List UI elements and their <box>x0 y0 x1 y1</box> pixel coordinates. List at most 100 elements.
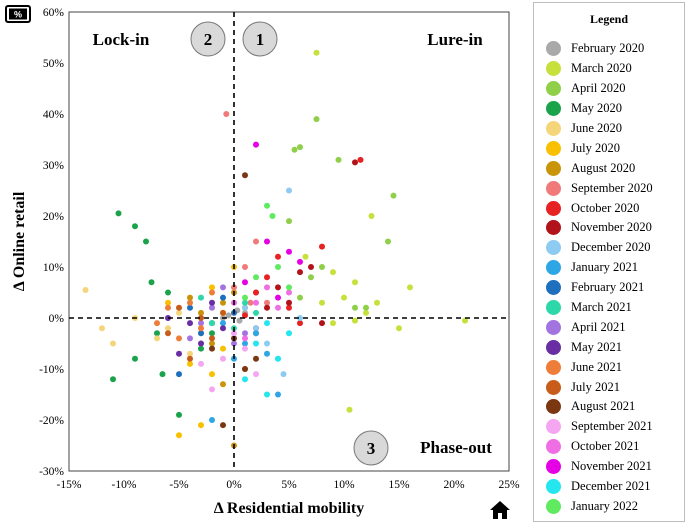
data-point <box>308 274 314 281</box>
legend-item: April 2020 <box>546 79 653 99</box>
data-point <box>286 289 292 296</box>
data-point <box>220 422 226 429</box>
legend-swatch <box>546 439 561 455</box>
legend-label: September 2021 <box>571 419 653 434</box>
data-point <box>275 264 281 270</box>
data-point <box>242 294 248 301</box>
legend-label: May 2021 <box>571 339 623 354</box>
data-point <box>253 371 259 378</box>
data-point <box>242 279 248 286</box>
data-point <box>253 330 259 337</box>
legend-label: February 2020 <box>571 41 645 56</box>
data-point <box>231 284 237 291</box>
data-point <box>275 253 281 260</box>
legend-swatch <box>546 459 561 475</box>
legend-swatch <box>546 419 561 435</box>
data-point <box>280 371 287 378</box>
legend-swatch <box>546 479 561 495</box>
data-point <box>242 172 248 179</box>
legend-item: March 2021 <box>546 298 653 318</box>
y-axis-label: Δ Online retail <box>11 191 28 291</box>
data-point <box>264 350 270 357</box>
x-tick-label: 0% <box>226 479 242 491</box>
data-point <box>462 317 468 324</box>
data-point <box>198 330 204 337</box>
home-icon[interactable] <box>489 500 511 520</box>
quadrant-badge-2 <box>190 21 226 57</box>
data-point <box>302 253 309 260</box>
data-point <box>209 304 215 311</box>
y-tick-label: -30% <box>39 466 64 478</box>
x-tick-label: 15% <box>388 479 410 491</box>
quadrant-badge-2-number: 2 <box>204 30 213 49</box>
data-point <box>313 49 320 56</box>
legend-label: January 2022 <box>571 498 638 513</box>
data-point <box>209 371 215 378</box>
data-point <box>154 320 160 327</box>
legend-item: February 2021 <box>546 278 653 298</box>
data-point <box>253 238 259 245</box>
data-point <box>242 340 248 347</box>
data-point <box>220 381 226 388</box>
legend-item: February 2020 <box>546 39 653 59</box>
data-point <box>242 335 248 342</box>
data-point <box>176 411 182 418</box>
quadrant-badge-3 <box>353 430 389 466</box>
data-point <box>198 320 204 327</box>
legend-label: October 2021 <box>571 439 640 454</box>
data-point <box>187 360 193 367</box>
legend-item: April 2021 <box>546 317 653 337</box>
legend-swatch <box>546 240 561 256</box>
data-point <box>165 325 171 332</box>
data-point <box>264 284 270 291</box>
legend-label: April 2021 <box>571 319 626 334</box>
data-point <box>176 304 182 311</box>
data-point <box>165 289 171 296</box>
data-point <box>286 330 292 337</box>
legend-swatch <box>546 121 561 136</box>
data-point <box>242 345 248 352</box>
data-point <box>187 294 193 301</box>
data-point <box>242 264 248 270</box>
legend-item: August 2021 <box>546 397 653 417</box>
legend-item: July 2020 <box>546 138 653 158</box>
x-tick-label: 10% <box>333 479 355 491</box>
data-point <box>187 335 193 342</box>
data-point <box>132 223 138 230</box>
data-point <box>187 304 193 311</box>
data-point <box>264 202 270 209</box>
plot-frame <box>68 11 510 472</box>
data-point <box>231 330 237 337</box>
data-point <box>110 340 116 347</box>
data-point <box>209 386 215 393</box>
quadrant-label-phase-out: Phase-out <box>420 438 492 457</box>
legend-swatch <box>546 280 561 296</box>
data-point <box>225 312 232 319</box>
legend-item: October 2020 <box>546 198 653 218</box>
legend-item: May 2021 <box>546 337 653 357</box>
legend-label: January 2021 <box>571 260 638 275</box>
legend-label: March 2021 <box>571 300 632 315</box>
y-tick-label: 60% <box>43 7 65 19</box>
legend-label: October 2020 <box>571 200 640 215</box>
data-point <box>176 432 182 439</box>
data-point <box>198 422 204 429</box>
legend-swatch <box>546 140 561 156</box>
data-point <box>407 284 413 291</box>
quadrant-label-lure-in: Lure-in <box>427 30 483 49</box>
x-tick-label: -5% <box>169 479 189 491</box>
data-point <box>368 213 375 219</box>
legend-item: September 2021 <box>546 417 653 437</box>
legend-label: May 2020 <box>571 101 623 116</box>
data-point <box>209 284 215 291</box>
data-point <box>209 289 215 296</box>
data-point <box>82 287 89 293</box>
legend: Legend February 2020 March 2020 April 2020… <box>533 2 685 522</box>
data-point <box>319 243 325 250</box>
legend-swatch <box>546 160 561 176</box>
data-point <box>275 284 281 291</box>
legend-swatch <box>546 200 561 216</box>
data-point <box>176 335 182 342</box>
legend-item: August 2020 <box>546 158 653 178</box>
legend-swatch <box>546 61 561 77</box>
